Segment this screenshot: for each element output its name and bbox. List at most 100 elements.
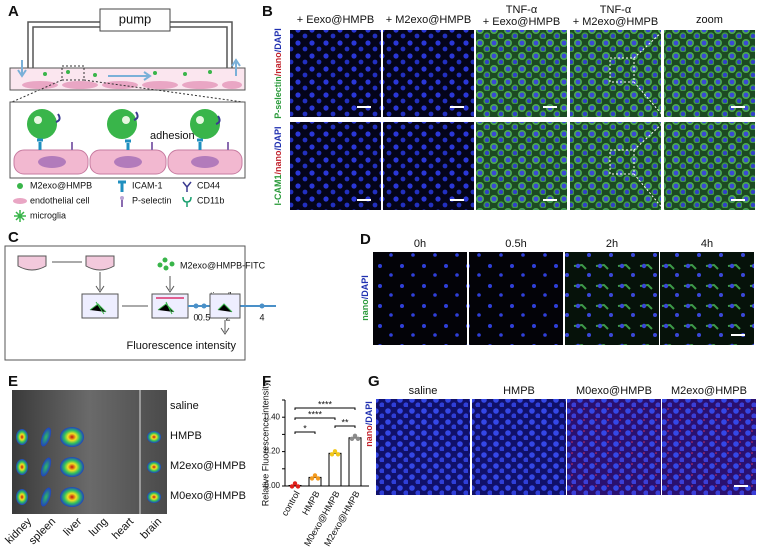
bar <box>328 452 342 487</box>
micrograph <box>383 122 474 210</box>
micrograph <box>290 30 381 117</box>
timepoint <box>259 303 265 309</box>
data-point <box>292 481 298 486</box>
significance-label: **** <box>308 409 323 419</box>
legend-labels: M2exo@HMPB ICAM-1 CD44 endothelial cell P-se… <box>30 180 224 220</box>
organ-label: brain <box>138 516 164 542</box>
significance-bracket <box>294 431 316 434</box>
arrow <box>220 320 230 335</box>
timepoint <box>193 303 199 309</box>
column-header: + Eexo@HMPB <box>297 14 375 26</box>
column-header: saline <box>409 385 438 397</box>
column-header: M2exo@HMPB <box>671 385 747 397</box>
x-tick-label: control <box>280 489 302 517</box>
zoom-box <box>609 149 635 175</box>
y-axis-label: Relative Fluorescence intensity <box>260 381 270 506</box>
column-header: 0.5h <box>505 238 526 250</box>
legend-label: ICAM-1 <box>132 180 163 190</box>
micrograph <box>290 122 381 210</box>
flow-arrow <box>108 71 152 81</box>
organ-label: liver <box>61 515 84 538</box>
column-header: TNF-α <box>600 4 632 16</box>
organ-label: lung <box>87 516 110 539</box>
panel-label: F <box>262 373 271 390</box>
data-point <box>335 452 341 457</box>
micrograph <box>660 252 754 345</box>
column-header: M0exo@HMPB <box>576 385 652 397</box>
significance-bracket <box>334 425 356 428</box>
timepoint <box>201 303 207 309</box>
flask <box>17 255 47 271</box>
zoom-lines <box>633 121 665 211</box>
pump-box <box>99 8 171 32</box>
panel-label: A <box>8 3 19 20</box>
micrograph <box>373 252 467 345</box>
label-part: nano <box>364 425 374 447</box>
y-tick-label: 0.20 <box>264 447 280 456</box>
zoom-lines <box>633 29 665 118</box>
group-label: saline <box>170 400 199 412</box>
label-part: /nano <box>273 150 283 175</box>
panel-d: D 0h 0.5h 2h 4h <box>360 231 754 345</box>
zoom-box <box>61 65 85 81</box>
significance-bracket <box>294 417 336 420</box>
readout: Fluorescence intensity <box>127 340 237 352</box>
column-header: zoom <box>696 14 723 26</box>
micrograph <box>570 30 661 117</box>
panel-label: G <box>368 373 380 390</box>
panel-label: C <box>8 229 19 246</box>
micrograph <box>567 399 661 495</box>
column-header: 4h <box>701 238 713 250</box>
micrograph <box>383 30 474 117</box>
panel-a: A pump adhesion <box>8 3 246 222</box>
label-part: /DAPI <box>364 401 374 425</box>
microglia <box>217 303 233 313</box>
data-point <box>312 473 318 478</box>
pump-label: pump <box>119 11 152 26</box>
row-label: nano/DAPI <box>360 275 370 321</box>
column-header: + Eexo@HMPB <box>483 16 561 28</box>
data-point <box>352 433 358 439</box>
micrograph <box>476 122 567 210</box>
panel-label: B <box>262 3 273 20</box>
annotation: adhesion <box>150 130 195 142</box>
tube <box>32 26 228 70</box>
panel-label: E <box>8 373 18 390</box>
micrograph <box>664 30 755 117</box>
label-part: /DAPI <box>273 126 283 150</box>
significance-label: * <box>303 423 307 433</box>
row-label: I-CAM1/nano/DAPI <box>273 126 283 205</box>
micrograph <box>476 30 567 117</box>
group-label: M2exo@HMPB <box>170 460 246 472</box>
zoom-lines <box>11 79 244 103</box>
micrograph <box>472 399 566 495</box>
ivis-signals <box>16 427 161 507</box>
flask <box>85 255 115 271</box>
label-part: /DAPI <box>360 275 370 299</box>
legend <box>13 180 192 222</box>
microglia <box>157 301 175 315</box>
row-label: nano/DAPI <box>364 401 374 447</box>
timepoint-label: 0 <box>193 312 198 322</box>
column-header: HMPB <box>503 385 535 397</box>
group-label: HMPB <box>170 430 202 442</box>
legend-label: microglia <box>30 210 66 220</box>
column-header: + M2exo@HMPB <box>573 16 658 28</box>
data-point <box>309 476 315 481</box>
label-part: nano <box>360 299 370 321</box>
micrograph <box>469 252 563 345</box>
organ-label: spleen <box>27 516 58 547</box>
micrograph <box>376 399 470 495</box>
group-label: M0exo@HMPB <box>170 490 246 502</box>
particles <box>157 257 175 271</box>
ivis-image <box>12 390 167 514</box>
legend-label: CD11b <box>197 195 224 205</box>
panel-label: D <box>360 231 371 248</box>
column-header: 0h <box>414 238 426 250</box>
data-point <box>295 484 301 489</box>
label-part: /DAPI <box>273 28 283 52</box>
legend-label: CD44 <box>197 180 220 190</box>
